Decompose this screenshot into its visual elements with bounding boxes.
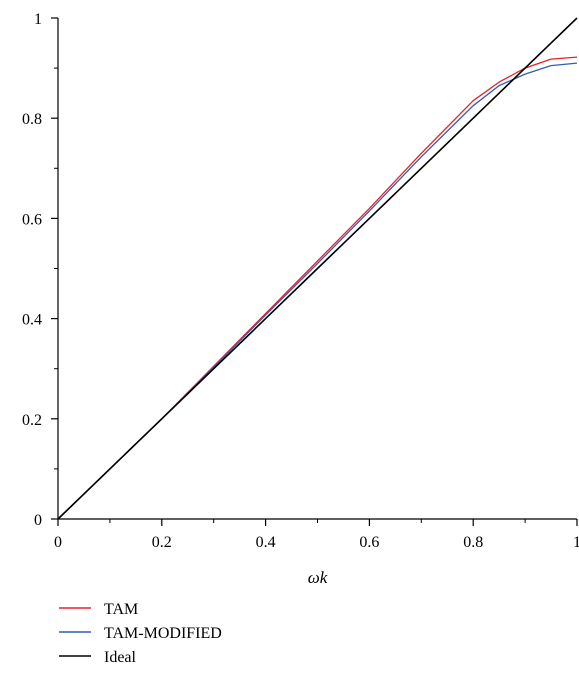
x-tick-label: 0.2	[152, 534, 172, 551]
legend-label: TAM	[104, 601, 138, 618]
x-tick-label: 0	[54, 534, 62, 551]
series-line-tam-modified	[57, 62, 578, 520]
x-tick-label: 0.4	[256, 534, 276, 551]
y-tick-label: 0.8	[22, 111, 42, 128]
x-tick-label: 1	[573, 534, 579, 551]
y-tick-label: 0.6	[22, 211, 42, 228]
x-tick-label: 0.8	[463, 534, 483, 551]
x-axis-label: ωk	[308, 568, 328, 587]
x-tick-label: 0.6	[359, 534, 379, 551]
series-line-ideal	[57, 17, 578, 520]
legend-label: Ideal	[104, 649, 137, 666]
series-line-tam	[57, 56, 578, 520]
legend-label: TAM-MODIFIED	[104, 625, 222, 642]
y-tick-label: 0	[34, 512, 42, 529]
plot-area	[57, 17, 578, 520]
y-tick-label: 0.2	[22, 412, 42, 429]
legend: TAM TAM-MODIFIED Ideal	[59, 601, 222, 666]
y-tick-label: 0.4	[22, 312, 42, 329]
axes: 0 0.2 0.4 0.6 0.8 1 0 0.2 0.4 0.6 0.8 1 ωk	[22, 11, 579, 587]
y-tick-label: 1	[34, 11, 42, 28]
